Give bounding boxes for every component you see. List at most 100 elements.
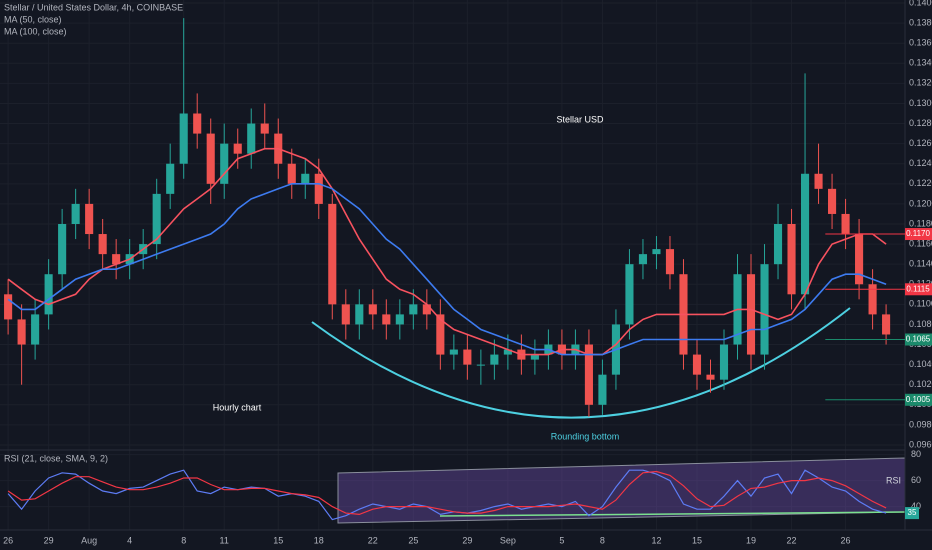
candle-body (233, 143, 242, 154)
candle-body (449, 349, 458, 355)
candle-body (530, 354, 539, 360)
x-tick-label: 4 (127, 535, 132, 545)
candle-body (368, 304, 377, 315)
price-badge-label: 0.1065 (906, 335, 931, 344)
rsi-title: RSI (21, close, SMA, 9, 2) (4, 453, 108, 463)
candle-body (341, 304, 350, 325)
legend-entry: MA (50, close) (4, 14, 62, 24)
rsi-support-line (439, 511, 906, 517)
candle-body (112, 254, 121, 265)
candle-body (746, 274, 756, 355)
price-badge (905, 333, 932, 346)
y-tick-label: 60 (911, 475, 921, 485)
candle-body (652, 249, 661, 255)
x-tick-label: 19 (746, 535, 756, 545)
candle-body (598, 374, 607, 405)
candle-body (787, 223, 796, 295)
x-tick-label: 26 (841, 535, 851, 545)
x-tick-label: 25 (408, 535, 418, 545)
candle-body (625, 264, 634, 325)
x-tick-label: 11 (220, 535, 229, 545)
candle-body (58, 223, 67, 275)
x-tick-label: 8 (600, 535, 605, 545)
x-tick-label: 22 (368, 535, 378, 545)
moving-average (7, 147, 887, 356)
candle-body (4, 294, 13, 320)
candle-body (193, 113, 202, 134)
x-tick-label: 22 (787, 535, 797, 545)
candle-body (314, 173, 323, 204)
x-tick-label: Aug (81, 535, 97, 545)
x-tick-label: 29 (44, 535, 54, 545)
candle-body (98, 234, 107, 255)
price-badge (905, 393, 932, 406)
x-tick-label: 26 (3, 535, 13, 545)
rsi-line (7, 470, 887, 516)
annotation: Rounding bottom (551, 431, 620, 441)
moving-average (7, 183, 887, 356)
candle-body (463, 349, 472, 365)
candle-body (814, 173, 823, 189)
candle-body (760, 264, 769, 355)
candle-body (328, 203, 337, 305)
candle-body (179, 113, 188, 164)
candle-body (395, 314, 404, 325)
candle-body (85, 203, 94, 235)
x-tick-label: 15 (273, 535, 283, 545)
candle-body (206, 133, 215, 184)
candle-body (44, 274, 53, 315)
candle-body (17, 319, 26, 345)
candle-body (436, 314, 445, 355)
candle-body (409, 304, 418, 315)
candle-body (382, 314, 391, 325)
price-badge (905, 228, 932, 241)
candle-body (841, 213, 850, 235)
candle-body (355, 304, 364, 325)
candle-body (287, 163, 296, 184)
candle-body (247, 123, 256, 154)
candle-body (503, 349, 512, 355)
x-tick-label: 18 (314, 535, 324, 545)
candle-body (638, 254, 648, 265)
x-tick-label: Sep (500, 535, 516, 545)
candle-body (828, 188, 837, 214)
chart-title: Stellar / United States Dollar, 4h, COIN… (4, 2, 183, 12)
x-tick-label: 15 (692, 535, 702, 545)
candle-body (31, 314, 40, 345)
candle-body (260, 123, 269, 134)
rsi-label: RSI (886, 475, 901, 485)
candle-body (301, 173, 310, 184)
rounding-bottom-curve (311, 307, 851, 419)
candle-body (800, 173, 810, 295)
candle-body (706, 374, 715, 380)
rsi-badge-label: 35 (908, 508, 917, 517)
rsi-line (7, 469, 887, 521)
x-tick-label: 8 (181, 535, 186, 545)
candle-body (882, 314, 891, 335)
candle-body (855, 234, 864, 285)
x-tick-label: 29 (462, 535, 472, 545)
annotation: Stellar USD (556, 114, 604, 124)
rsi-badge (905, 507, 919, 520)
x-tick-label: 5 (559, 535, 564, 545)
